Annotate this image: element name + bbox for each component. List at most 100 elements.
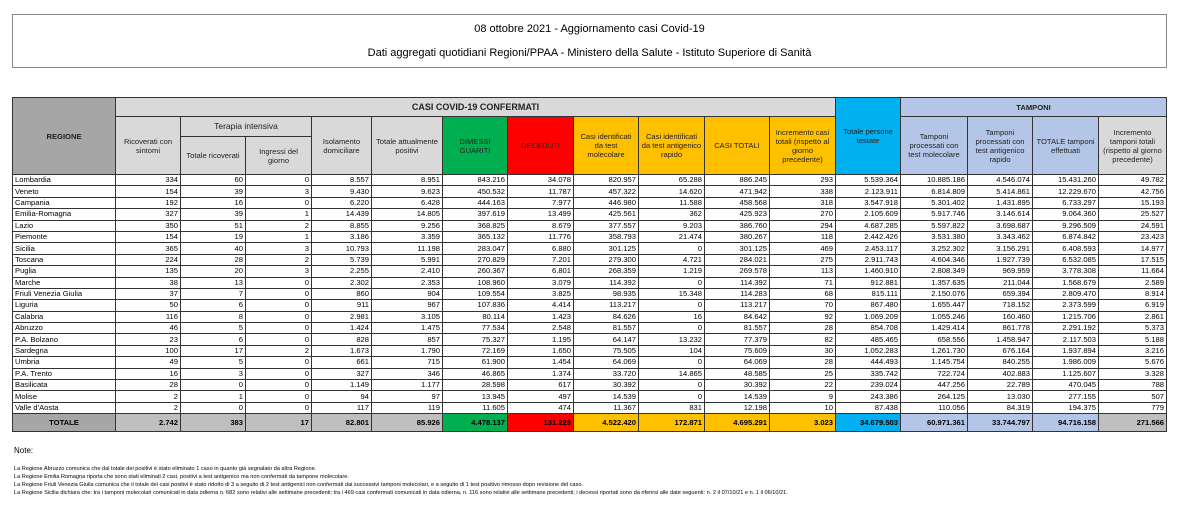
cell-value: 1.424 (311, 322, 372, 335)
cell-value: 1.357.635 (900, 276, 968, 289)
cell-value: 8.914 (1097, 287, 1168, 301)
cell-value: 14.539 (573, 390, 639, 403)
cell-value: 2.291.192 (1032, 322, 1099, 335)
cell-value: 365.132 (442, 230, 508, 244)
cell-value: 2.453.117 (835, 242, 901, 255)
cell-value: 507 (1097, 390, 1168, 403)
cell-value: 30.392 (704, 379, 770, 392)
region-name: P.A. Trento (12, 367, 116, 381)
cell-value: 243.386 (835, 390, 901, 403)
cell-value: 474 (507, 401, 574, 415)
cell-value: 2.302 (311, 276, 372, 289)
cell-value: 450.532 (442, 185, 508, 198)
cell-value: 64.147 (573, 333, 639, 346)
cell-value: 5.301.402 (900, 196, 968, 210)
table-row: Campania 192 16 0 6.220 6.428 444.163 7.977 446.… (12, 196, 1168, 210)
cell-value: 779 (1097, 401, 1168, 415)
cell-value: 1.052.283 (835, 344, 901, 358)
table-row: Liguria 50 6 0 911 967 107.836 4.414 113.217 0 113… (12, 299, 1168, 312)
header-incr-tamp: Incremento tamponi totali (rispetto al g… (1097, 116, 1168, 175)
cell-value: 13 (180, 276, 246, 289)
cell-value: 362 (638, 208, 705, 221)
cell-value: 1.458.947 (967, 333, 1033, 346)
cell-value: 722.724 (900, 367, 968, 381)
cell-value: 1.195 (507, 333, 574, 346)
region-name: Lombardia (12, 173, 116, 187)
cell-value: 92 (769, 310, 836, 324)
cell-value: 2.442.426 (835, 230, 901, 244)
cell-value: 718.152 (967, 299, 1033, 312)
cell-value: 135 (115, 265, 181, 278)
cell-value: 857 (371, 333, 443, 346)
header-regione: REGIONE (12, 97, 116, 175)
cell-value: 46 (115, 322, 181, 335)
note-line: La Regione Emilia Romagna riporta che so… (14, 474, 349, 480)
cell-value: 19 (180, 230, 246, 244)
cell-value: 3.252.302 (900, 242, 968, 255)
region-name: Puglia (12, 265, 116, 278)
cell-value: 5.373 (1097, 322, 1168, 335)
cell-value: 1.219 (638, 265, 705, 278)
cell-value: 0 (638, 242, 705, 255)
cell-value: 5.739 (311, 253, 372, 267)
total-label: TOTALE (12, 413, 116, 433)
cell-value: 1.650 (507, 344, 574, 358)
cell-value: 6.919 (1097, 299, 1168, 312)
region-name: Toscana (12, 253, 116, 267)
cell-value: 11.664 (1097, 265, 1168, 278)
cell-value: 368.825 (442, 219, 508, 232)
cell-value: 3.531.380 (900, 230, 968, 244)
cell-value: 20 (180, 265, 246, 278)
cell-value: 81.557 (573, 322, 639, 335)
table-row: Toscana 224 28 2 5.739 5.991 270.829 7.201 279.3… (12, 253, 1168, 267)
cell-value: 3.156.291 (967, 242, 1033, 255)
header-isolamento: Isolamento domiciliare (311, 116, 372, 175)
cell-value: 2.373.599 (1032, 299, 1099, 312)
region-name: Friuli Venezia Giulia (12, 287, 116, 301)
region-name: Campania (12, 196, 116, 210)
total-value: 4.695.291 (704, 413, 770, 433)
cell-value: 116 (115, 310, 181, 324)
cell-value: 72.169 (442, 344, 508, 358)
cell-value: 8.557 (311, 173, 372, 187)
cell-value: 294 (769, 219, 836, 232)
cell-value: 2.255 (311, 265, 372, 278)
cell-value: 7 (180, 287, 246, 301)
total-value: 17 (245, 413, 312, 433)
cell-value: 224 (115, 253, 181, 267)
cell-value: 269.578 (704, 265, 770, 278)
cell-value: 0 (638, 299, 705, 312)
cell-value: 279.300 (573, 253, 639, 267)
cell-value: 1.374 (507, 367, 574, 381)
cell-value: 84.642 (704, 310, 770, 324)
cell-value: 860 (311, 287, 372, 301)
cell-value: 815.111 (835, 287, 901, 301)
cell-value: 275 (769, 253, 836, 267)
cell-value: 377.557 (573, 219, 639, 232)
cell-value: 661 (311, 356, 372, 369)
cell-value: 10.793 (311, 242, 372, 255)
cell-value: 11.776 (507, 230, 574, 244)
cell-value: 0 (638, 322, 705, 335)
cell-value: 3 (245, 242, 312, 255)
cell-value: 1.125.607 (1032, 367, 1099, 381)
cell-value: 9.064.360 (1032, 208, 1099, 221)
cell-value: 28 (180, 253, 246, 267)
table-row: P.A. Trento 16 3 0 327 346 46.865 1.374 33.720 14… (12, 367, 1168, 381)
cell-value: 5.597.822 (900, 219, 968, 232)
cell-value: 75.505 (573, 344, 639, 358)
total-value: 271.566 (1097, 413, 1168, 433)
cell-value: 8 (180, 310, 246, 324)
cell-value: 346 (371, 367, 443, 381)
cell-value: 0 (638, 356, 705, 369)
cell-value: 114.392 (704, 276, 770, 289)
cell-value: 284.021 (704, 253, 770, 267)
cell-value: 457.322 (573, 185, 639, 198)
title-box: 08 ottobre 2021 - Aggiornamento casi Cov… (12, 14, 1167, 68)
cell-value: 48.585 (704, 367, 770, 381)
cell-value: 25 (769, 367, 836, 381)
cell-value: 3.216 (1097, 344, 1168, 358)
cell-value: 301.125 (704, 242, 770, 255)
cell-value: 11.787 (507, 185, 574, 198)
cell-value: 113.217 (573, 299, 639, 312)
